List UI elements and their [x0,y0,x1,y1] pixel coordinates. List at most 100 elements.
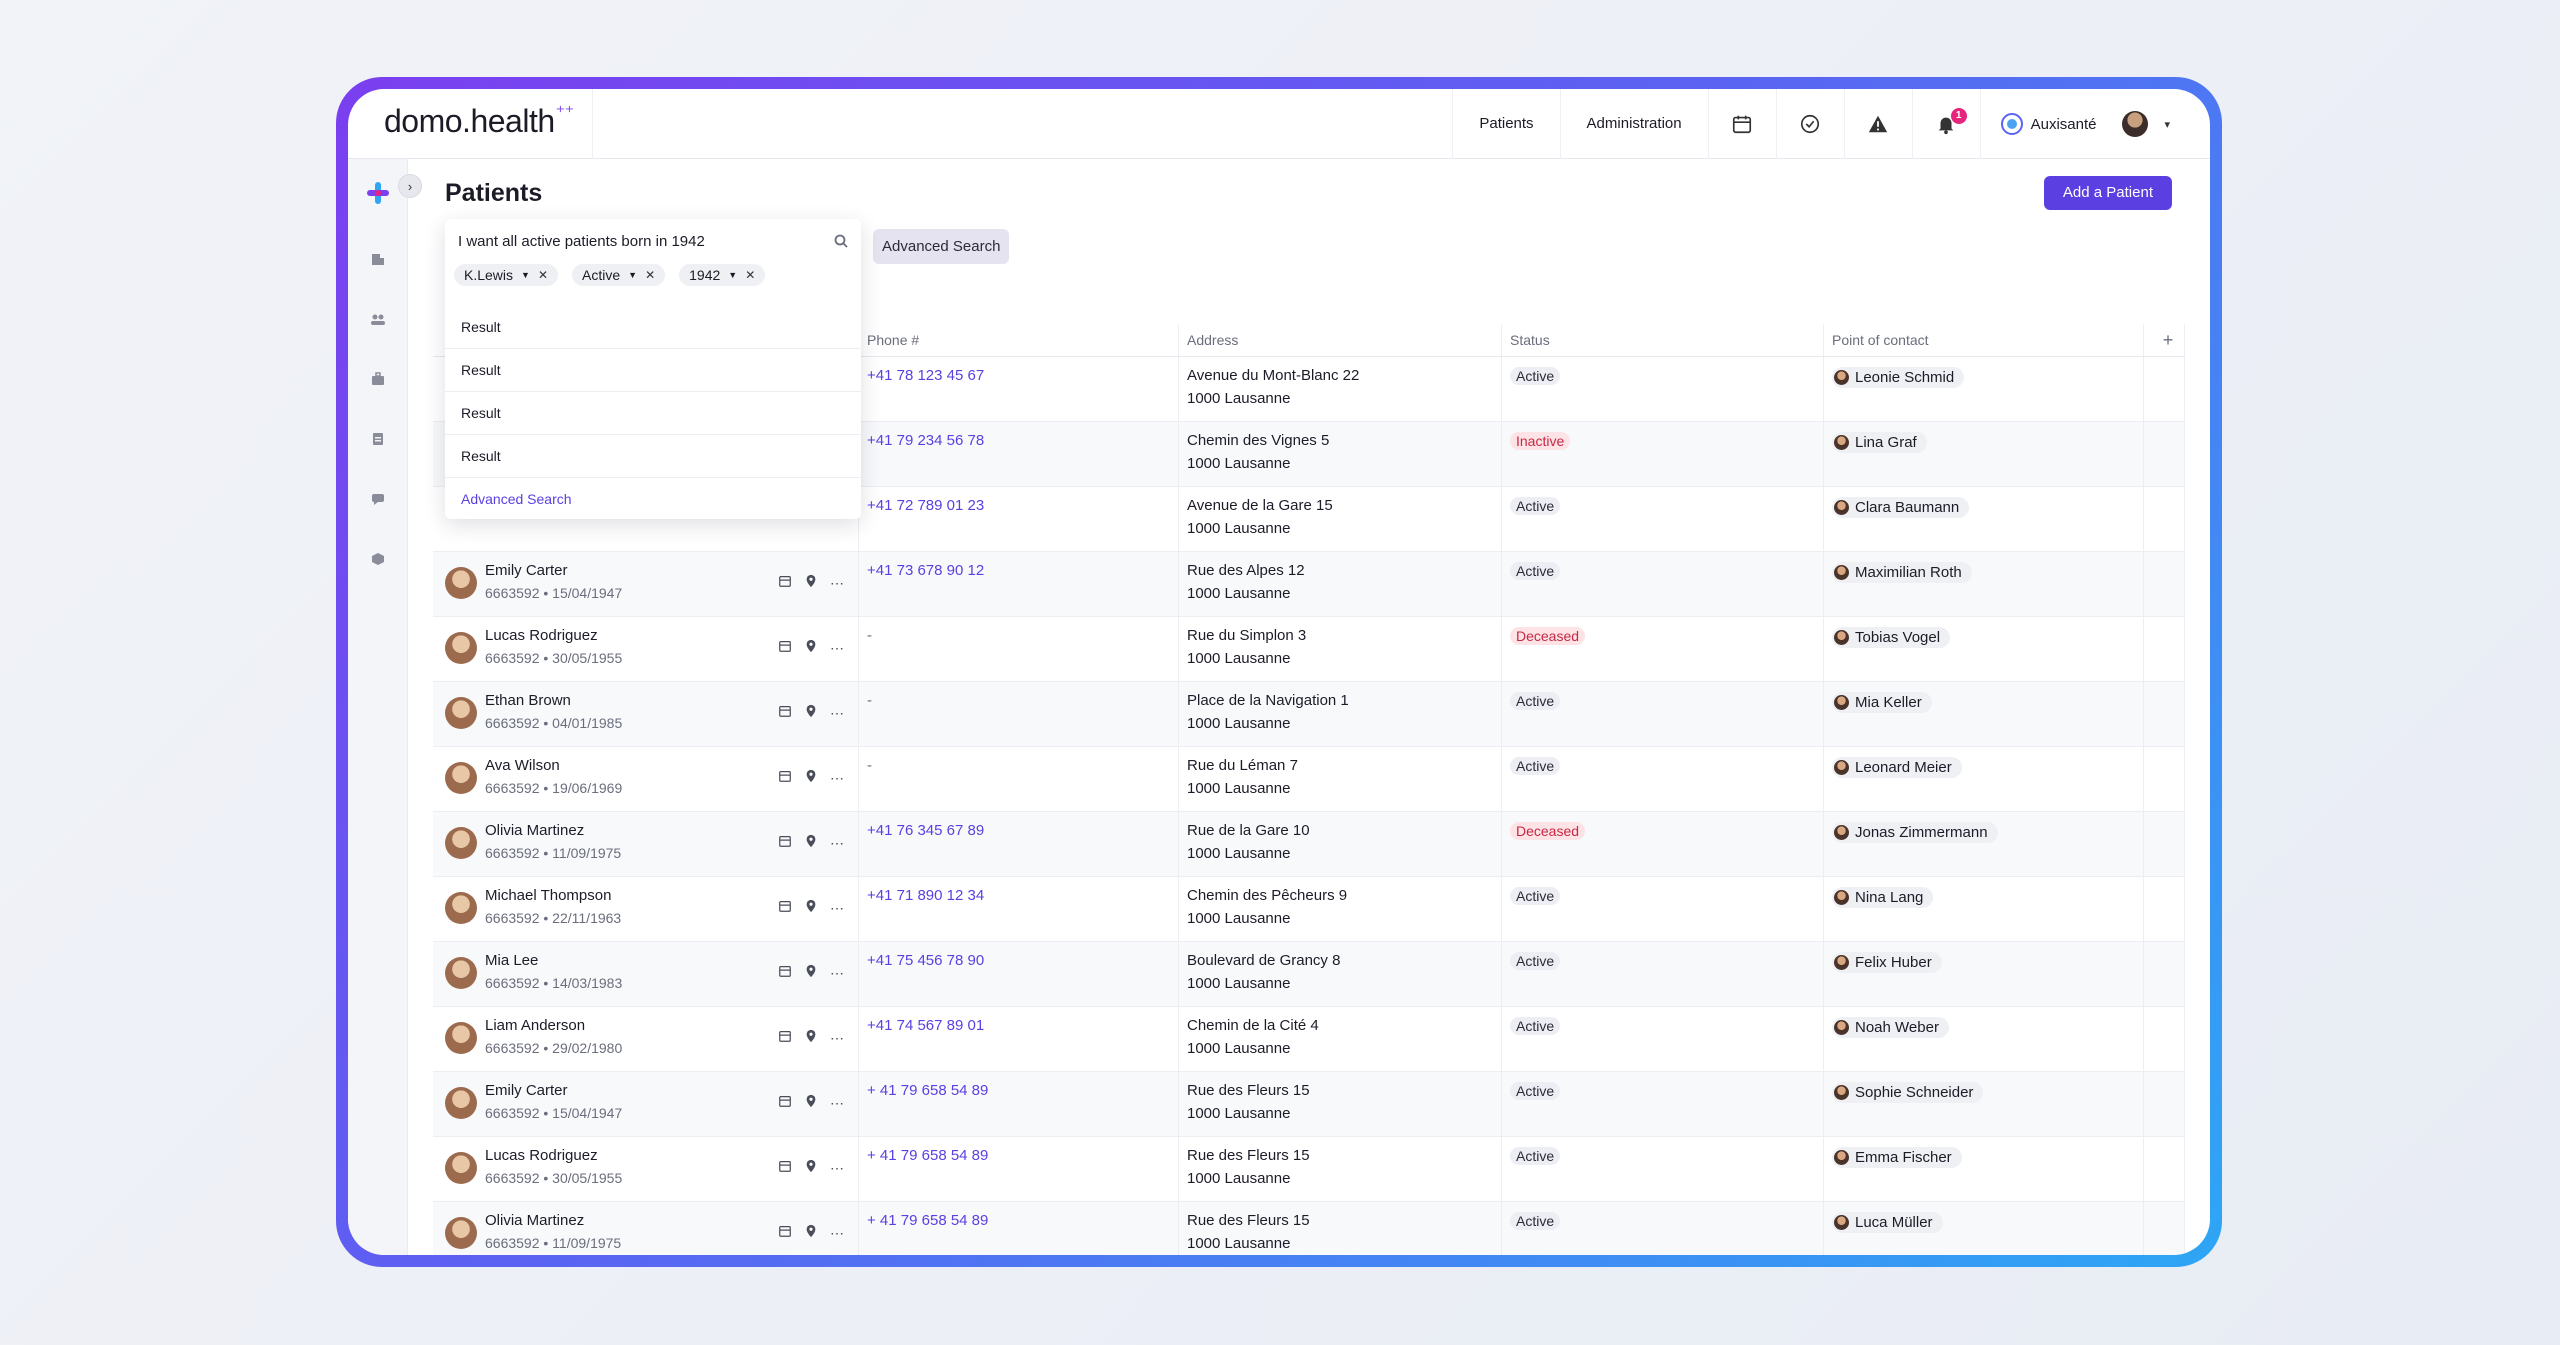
poc-chip[interactable]: Mia Keller [1832,692,1932,713]
more-icon[interactable]: ⋯ [830,704,844,721]
patient-cell[interactable]: Lucas Rodriguez 6663592 • 30/05/1955 ⋯ [433,617,859,681]
patient-cell[interactable]: Lucas Rodriguez 6663592 • 30/05/1955 ⋯ [433,1137,859,1201]
filter-chip[interactable]: 1942 ▼ ✕ [679,264,766,286]
table-row[interactable]: Emily Carter 6663592 • 15/04/1947 ⋯ +41 73 … [433,552,2185,617]
poc-chip[interactable]: Clara Baumann [1832,497,1970,518]
location-pin-icon[interactable] [804,964,818,982]
patient-name[interactable]: Emily Carter [485,1082,568,1099]
user-avatar[interactable] [2122,111,2149,137]
table-row[interactable]: Emily Carter 6663592 • 15/04/1947 ⋯ + 41 79… [433,1072,2185,1137]
poc-chip[interactable]: Luca Müller [1832,1212,1943,1233]
phone-link[interactable]: +41 73 678 90 12 [867,562,985,579]
patient-cell[interactable]: Olivia Martinez 6663592 • 11/09/1975 ⋯ [433,1202,859,1255]
location-pin-icon[interactable] [804,704,818,722]
chat-icon[interactable] [368,489,388,509]
patient-cell[interactable]: Ethan Brown 6663592 • 04/01/1985 ⋯ [433,682,859,746]
location-pin-icon[interactable] [804,1159,818,1177]
search-input[interactable]: I want all active patients born in 1942 [458,233,705,250]
more-icon[interactable]: ⋯ [830,1224,844,1241]
col-address[interactable]: Address [1179,324,1502,356]
col-phone[interactable]: Phone # [859,324,1179,356]
patient-name[interactable]: Olivia Martinez [485,822,585,839]
brand-logo[interactable]: domo.health⁺⁺ [384,102,574,140]
patient-cell[interactable]: Liam Anderson 6663592 • 29/02/1980 ⋯ [433,1007,859,1071]
calendar-icon[interactable] [778,704,792,722]
filter-chip[interactable]: Active ▼ ✕ [572,264,666,286]
search-result-item[interactable]: Result [445,392,861,435]
chevron-down-icon[interactable]: ▼ [521,270,530,280]
phone-link[interactable]: +41 78 123 45 67 [867,367,985,384]
patient-name[interactable]: Olivia Martinez [485,1212,585,1229]
col-point-of-contact[interactable]: Point of contact [1824,324,2144,356]
sidebar-toggle[interactable]: › [398,174,422,198]
table-row[interactable]: Lucas Rodriguez 6663592 • 30/05/1955 ⋯ - Rue… [433,617,2185,682]
location-pin-icon[interactable] [804,834,818,852]
add-column-button[interactable]: + [2144,324,2185,356]
calendar-icon[interactable] [778,1159,792,1177]
poc-chip[interactable]: Sophie Schneider [1832,1082,1984,1103]
poc-chip[interactable]: Lina Graf [1832,432,1927,453]
col-status[interactable]: Status [1502,324,1824,356]
table-row[interactable]: Michael Thompson 6663592 • 22/11/1963 ⋯ +41… [433,877,2185,942]
location-pin-icon[interactable] [804,1224,818,1242]
close-icon[interactable]: ✕ [745,268,756,282]
location-pin-icon[interactable] [804,639,818,657]
calendar-icon[interactable] [778,1029,792,1047]
more-icon[interactable]: ⋯ [830,639,844,656]
poc-chip[interactable]: Nina Lang [1832,887,1934,908]
patient-name[interactable]: Lucas Rodriguez [485,1147,598,1164]
more-icon[interactable]: ⋯ [830,964,844,981]
table-row[interactable]: Ava Wilson 6663592 • 19/06/1969 ⋯ - Rue du L… [433,747,2185,812]
table-row[interactable]: Ethan Brown 6663592 • 04/01/1985 ⋯ - Place d… [433,682,2185,747]
patient-cell[interactable]: Mia Lee 6663592 • 14/03/1983 ⋯ [433,942,859,1006]
phone-link[interactable]: + 41 79 658 54 89 [867,1147,989,1164]
poc-chip[interactable]: Tobias Vogel [1832,627,1951,648]
table-row[interactable]: +41 78 123 45 67 Avenue du Mont-Blanc 22 1… [433,357,2185,422]
advanced-search-button[interactable]: Advanced Search [873,229,1010,264]
warning-icon[interactable] [1843,89,1912,159]
table-row[interactable]: Mia Lee 6663592 • 14/03/1983 ⋯ +41 75 456 7… [433,942,2185,1007]
poc-chip[interactable]: Felix Huber [1832,952,1942,973]
patient-name[interactable]: Michael Thompson [485,887,612,904]
poc-chip[interactable]: Maximilian Roth [1832,562,1972,583]
calendar-icon[interactable] [778,574,792,592]
calendar-icon[interactable] [778,899,792,917]
calendar-icon[interactable] [778,964,792,982]
phone-link[interactable]: +41 71 890 12 34 [867,887,985,904]
cube-icon[interactable] [368,549,388,569]
location-pin-icon[interactable] [804,769,818,787]
calendar-icon[interactable] [778,834,792,852]
more-icon[interactable]: ⋯ [830,899,844,916]
close-icon[interactable]: ✕ [645,268,656,282]
more-icon[interactable]: ⋯ [830,769,844,786]
add-patient-button[interactable]: Add a Patient [2043,176,2172,210]
phone-link[interactable]: + 41 79 658 54 89 [867,1212,989,1229]
phone-link[interactable]: +41 74 567 89 01 [867,1017,985,1034]
search-result-item[interactable]: Result [445,349,861,392]
poc-chip[interactable]: Emma Fischer [1832,1147,1962,1168]
phone-link[interactable]: +41 72 789 01 23 [867,497,985,514]
search-result-item[interactable]: Result [445,306,861,349]
more-icon[interactable]: ⋯ [830,574,844,591]
table-row[interactable]: +41 72 789 01 23 Avenue de la Gare 15 1000… [433,487,2185,552]
org-switcher[interactable]: Auxisanté ▾ [1979,89,2190,159]
chevron-down-icon[interactable]: ▼ [628,270,638,280]
building-icon[interactable] [368,249,388,269]
phone-link[interactable]: - [867,692,872,709]
chevron-down-icon[interactable]: ▼ [728,270,738,280]
document-icon[interactable] [368,429,388,449]
search-icon[interactable] [833,233,849,249]
patient-name[interactable]: Ava Wilson [485,757,560,774]
patient-cell[interactable]: Ava Wilson 6663592 • 19/06/1969 ⋯ [433,747,859,811]
briefcase-icon[interactable] [368,369,388,389]
more-icon[interactable]: ⋯ [830,1159,844,1176]
patient-name[interactable]: Emily Carter [485,562,568,579]
phone-link[interactable]: - [867,627,872,644]
poc-chip[interactable]: Jonas Zimmermann [1832,822,1998,843]
calendar-icon[interactable] [778,639,792,657]
filter-chip[interactable]: K.Lewis ▼ ✕ [454,264,559,286]
poc-chip[interactable]: Noah Weber [1832,1017,1949,1038]
patient-name[interactable]: Ethan Brown [485,692,571,709]
patient-cell[interactable]: Michael Thompson 6663592 • 22/11/1963 ⋯ [433,877,859,941]
more-icon[interactable]: ⋯ [830,1029,844,1046]
